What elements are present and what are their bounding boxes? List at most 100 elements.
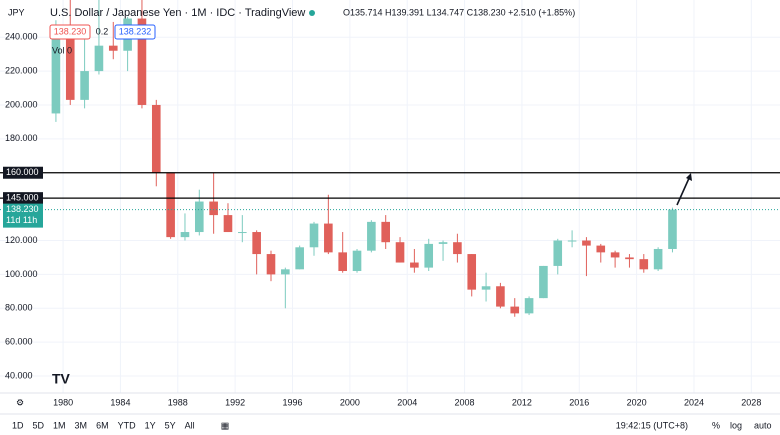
- candle-body: [223, 215, 233, 233]
- x-tick-label: 2016: [569, 397, 589, 407]
- candle-body: [195, 201, 204, 233]
- price-label-box: [3, 166, 43, 179]
- candle-body: [309, 223, 319, 248]
- candle-body: [94, 45, 104, 72]
- candle-body: [524, 298, 534, 314]
- candle-body: [496, 286, 505, 307]
- sell-price: 138.230: [54, 26, 87, 36]
- x-tick-label: 2012: [512, 397, 532, 407]
- x-tick-label: 1980: [53, 397, 73, 407]
- candle-body: [653, 248, 663, 270]
- last-price-box: [3, 203, 43, 228]
- y-tick-label: 100.000: [5, 269, 38, 279]
- candle-body: [639, 259, 649, 270]
- candle-body: [80, 71, 89, 100]
- range-button[interactable]: 1D: [12, 420, 24, 430]
- candle-body: [352, 250, 362, 272]
- candle-body: [338, 252, 347, 272]
- range-button[interactable]: All: [185, 420, 195, 430]
- candle-body: [295, 247, 304, 270]
- toolbar: 1D 5D 1M 3M 6M YTD 1Y 5Y All 19:42:15 (UTC+8)% log…: [12, 420, 772, 430]
- candle-body: [137, 18, 147, 105]
- y-tick-label: 80.000: [5, 303, 33, 313]
- candle-body: [238, 232, 247, 234]
- volume: Vol 0: [52, 45, 72, 55]
- x-tick-label: 2028: [741, 397, 761, 407]
- y-tick-label: 240.000: [5, 32, 38, 42]
- x-tick-label: 2004: [397, 397, 417, 407]
- candle-body: [539, 265, 548, 299]
- x-tick-label: 1988: [168, 397, 188, 407]
- range-button[interactable]: 1Y: [145, 420, 156, 430]
- candle-body: [610, 252, 620, 258]
- range-button[interactable]: 5Y: [165, 420, 176, 430]
- candle-body: [467, 254, 477, 290]
- spread: 0.2: [96, 26, 109, 36]
- scale-option[interactable]: %: [712, 420, 720, 430]
- x-tick-label: 2024: [684, 397, 704, 407]
- price-label: 145.000: [6, 193, 39, 203]
- clock: 19:42:15 (UTC+8): [616, 420, 688, 430]
- chart-title: U.S. Dollar / Japanese Yen · 1M · IDC · …: [50, 7, 305, 19]
- candle-body: [324, 223, 333, 253]
- x-tick-label: 1992: [225, 397, 245, 407]
- candle-body: [553, 240, 563, 266]
- y-tick-label: 220.000: [5, 65, 38, 75]
- price-label: 160.000: [6, 167, 39, 177]
- settings-icon[interactable]: ⚙: [16, 397, 24, 407]
- x-tick-label: 1984: [110, 397, 130, 407]
- range-button[interactable]: 1M: [53, 420, 66, 430]
- x-tick-label: 1996: [282, 397, 302, 407]
- candle-body: [438, 242, 448, 244]
- candle-body: [625, 257, 634, 260]
- buy-box[interactable]: [114, 24, 156, 40]
- candle-body: [424, 243, 434, 268]
- y-tick-label: 60.000: [5, 337, 33, 347]
- candle-body: [395, 242, 405, 263]
- arrow: [676, 175, 691, 206]
- range-button[interactable]: 3M: [75, 420, 88, 430]
- arrow-head: [686, 173, 692, 181]
- y-tick-label: 120.000: [5, 235, 38, 245]
- range-button[interactable]: YTD: [118, 420, 137, 430]
- last-price-label: 138.230: [6, 204, 39, 214]
- candle-body: [596, 245, 606, 253]
- candle-body: [668, 209, 677, 249]
- candle-body: [481, 286, 491, 290]
- candle-body: [108, 45, 118, 51]
- symbol: JPY: [8, 7, 25, 17]
- candles: [51, 0, 677, 317]
- candle-body: [65, 37, 75, 100]
- range-button[interactable]: 5D: [33, 420, 45, 430]
- candle-body: [453, 242, 462, 255]
- candle-body: [252, 232, 261, 255]
- price-label-box: [3, 192, 43, 205]
- buy-price: 138.232: [119, 26, 152, 36]
- sell-box[interactable]: [49, 24, 91, 40]
- y-tick-label: 180.000: [5, 133, 38, 143]
- candle-body: [281, 269, 290, 275]
- x-tick-label: 2000: [340, 397, 360, 407]
- x-tick-label: 2008: [455, 397, 475, 407]
- grid: [0, 0, 780, 393]
- candle-body: [180, 232, 190, 238]
- candle-body: [410, 262, 419, 268]
- status-dot: [309, 10, 315, 16]
- range-button[interactable]: 6M: [96, 420, 109, 430]
- logo: TV: [52, 371, 71, 387]
- ohlc: O135.714 H139.391 L134.747 C138.230 +2.5…: [343, 7, 575, 17]
- calendar-icon[interactable]: ▦: [221, 420, 230, 430]
- candle-body: [166, 172, 175, 238]
- scale-option[interactable]: auto: [754, 420, 772, 430]
- candle-body: [209, 201, 218, 216]
- scale-option[interactable]: log: [730, 420, 742, 430]
- candle-body: [381, 221, 390, 243]
- candle-body: [510, 306, 520, 314]
- candle-body: [567, 240, 577, 242]
- candle-body: [582, 240, 591, 246]
- candle-body: [367, 221, 376, 251]
- x-tick-label: 2020: [627, 397, 647, 407]
- y-tick-label: 200.000: [5, 99, 38, 109]
